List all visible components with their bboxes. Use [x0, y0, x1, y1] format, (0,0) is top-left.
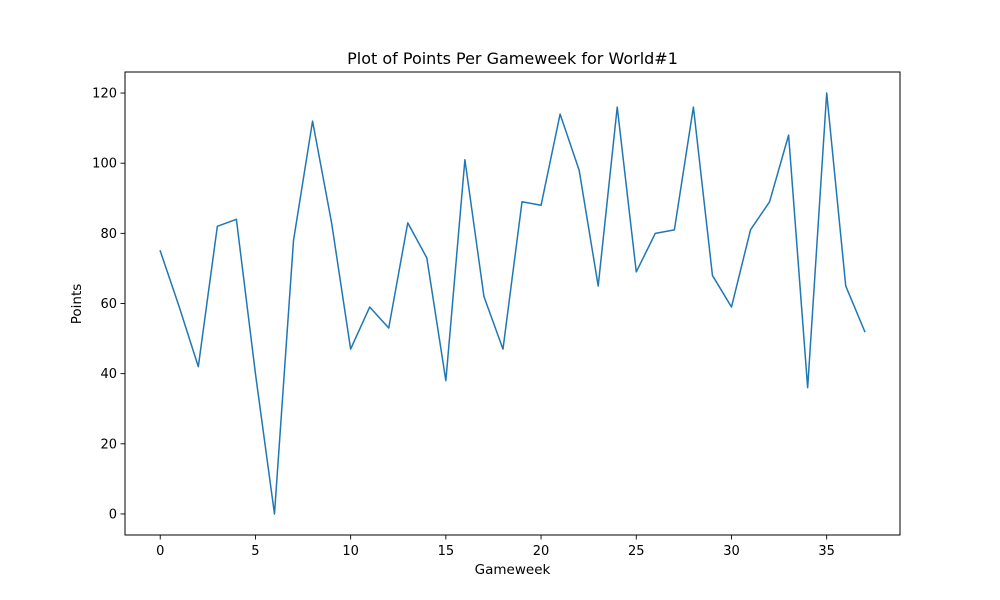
y-tick-label: 100 — [92, 157, 117, 172]
chart-title: Plot of Points Per Gameweek for World#1 — [347, 49, 678, 68]
x-tick-label: 20 — [533, 544, 550, 559]
y-tick-label: 40 — [100, 367, 117, 382]
y-tick-label: 20 — [100, 437, 117, 452]
x-axis-label: Gameweek — [475, 562, 551, 578]
x-tick-label: 30 — [723, 544, 740, 559]
y-tick-label: 0 — [109, 507, 117, 522]
series-line — [159, 92, 866, 515]
y-tick-label: 80 — [100, 227, 117, 242]
x-tick-label: 10 — [342, 544, 359, 559]
plot-area: 0 5 10 15 20 25 30 35 0 20 40 60 80 100 120 — [92, 71, 901, 559]
x-tick-label: 0 — [156, 544, 164, 559]
x-tick-label: 5 — [251, 544, 259, 559]
y-axis-label: Points — [69, 284, 85, 325]
y-tick-label: 120 — [92, 87, 117, 102]
x-tick-label: 15 — [438, 544, 455, 559]
x-tick-label: 25 — [628, 544, 645, 559]
x-tick-label: 35 — [818, 544, 835, 559]
y-tick-label: 60 — [100, 297, 117, 312]
